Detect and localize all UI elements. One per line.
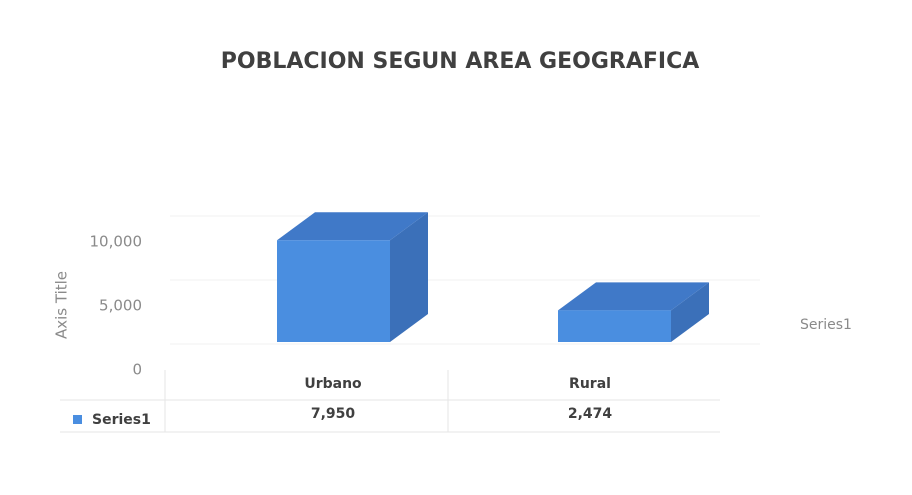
y-tick-label: 5,000 xyxy=(99,297,142,315)
legend-swatch xyxy=(73,415,82,424)
table-value: 2,474 xyxy=(568,406,613,422)
bar-side xyxy=(671,282,709,342)
bar-side xyxy=(390,212,428,342)
chart-title: POBLACION SEGUN AREA GEOGRAFICA xyxy=(221,49,700,74)
bar-top xyxy=(277,212,428,241)
category-label: Urbano xyxy=(304,376,362,392)
table-value: 7,950 xyxy=(311,406,356,422)
bar xyxy=(277,240,390,342)
legend-label: Series1 xyxy=(92,412,151,428)
y-tick-label: 10,000 xyxy=(90,233,143,251)
y-axis-title: Axis Title xyxy=(53,271,71,339)
depth-axis-label: Series1 xyxy=(800,317,852,333)
category-label: Rural xyxy=(569,376,611,392)
bar-top xyxy=(558,282,709,311)
bar xyxy=(558,310,671,342)
y-tick-label: 0 xyxy=(132,361,142,379)
